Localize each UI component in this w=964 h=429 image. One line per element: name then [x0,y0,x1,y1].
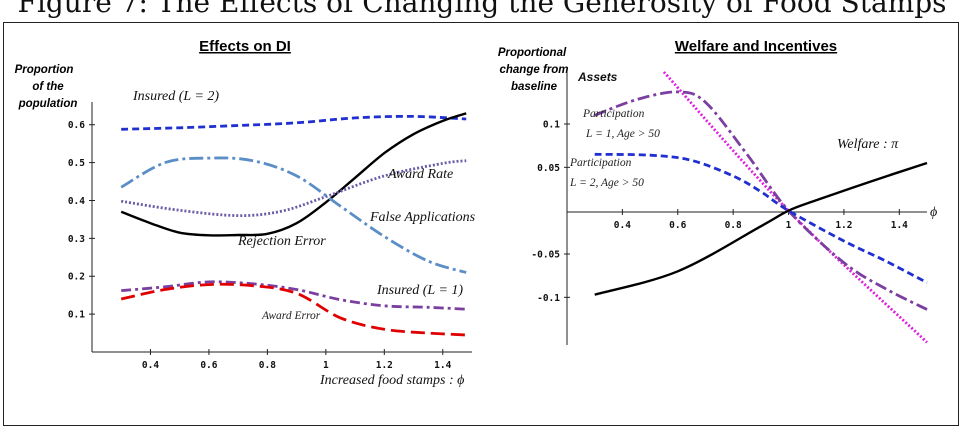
series-insured-l-2-line [121,114,467,131]
series-award-error-line [120,282,467,337]
right-ylabel-line-1: Proportional [498,47,567,59]
series-participation-l-2-age-50-line [594,152,928,284]
left-xtick-label: 1 [323,360,329,371]
label-participation-l2: Participation [569,157,632,169]
right-xtick-label: 1.2 [835,220,852,231]
right-ytick-label: -0.1 [537,293,560,304]
series-welfare-line [594,161,928,296]
right-ytick-label: 0.05 [537,163,560,174]
series-assets-line [662,71,928,344]
figure-title: Figure 7: The Effects of Changing the Ge… [17,0,947,19]
left-xtick-label: 1.4 [434,360,451,371]
left-ytick-label: 0.1 [68,310,85,321]
left-ylabel-line-3: population [18,98,78,110]
right-ylabel-line-3: baseline [511,81,558,93]
left-xtick-label: 1.2 [376,360,393,371]
left-ytick-label: 0.4 [68,196,85,207]
label-insured-l1: Insured (L = 1) [376,283,463,298]
left-xtick-label: 0.6 [200,360,217,371]
right-chart: Welfare and Incentives Proportional chan… [498,38,937,345]
left-ytick-label: 0.3 [68,234,85,245]
label-participation-l2-detail: L = 2, Age > 50 [569,177,644,189]
label-rejection-error: Rejection Error [237,234,326,249]
label-participation-l1-detail: L = 1, Age > 50 [585,128,660,140]
right-chart-title: Welfare and Incentives [675,38,837,55]
left-ylabel-line-2: of the [32,81,64,93]
right-xtick-label: 0.4 [614,220,631,231]
right-xtick-label: 1.4 [891,220,908,231]
left-xlabel: Increased food stamps : ϕ [319,373,464,388]
label-insured-l2: Insured (L = 2) [132,89,219,104]
left-xtick-label: 0.4 [142,360,159,371]
right-xtick-label: 1 [786,220,792,231]
series-participation-l-1-age-50-line [594,90,928,311]
left-chart-title: Effects on DI [199,38,291,55]
label-award-rate: Award Rate [387,167,453,182]
right-ytick-label: -0.05 [531,250,560,261]
right-xtick-label: 0.8 [725,220,742,231]
left-chart: Effects on DI Proportion of the populati… [15,38,476,388]
left-ticks: 0.4 0.6 0.8 1 1.2 1.4 0.1 0.2 0.3 0.4 0.5 0.6 [68,120,452,371]
right-ticks: 0.4 0.6 0.8 1 1.2 1.4 -0.1 -0.05 0.05 0.1 [531,120,908,304]
right-xlabel: ϕ [930,205,937,220]
series-insured-l-1-line [121,280,467,311]
left-ytick-label: 0.5 [68,158,85,169]
right-ytick-label: 0.1 [543,120,560,131]
label-award-error: Award Error [261,310,321,322]
right-ylabel-line-2: change from [499,64,568,76]
label-participation-l1: Participation [582,108,645,120]
left-xtick-label: 0.8 [259,360,276,371]
left-ytick-label: 0.2 [68,272,85,283]
left-ylabel-line-1: Proportion [15,64,74,76]
series-false-applications-line [120,156,467,274]
right-series [594,71,928,344]
series-rejection-error-line [120,112,467,237]
series-award-rate-line [120,159,467,218]
label-false-applications: False Applications [369,210,476,225]
right-xtick-label: 0.6 [669,220,686,231]
left-series [120,112,467,337]
label-assets: Assets [577,70,618,84]
label-welfare: Welfare : π [837,137,899,152]
left-ytick-label: 0.6 [68,120,85,131]
